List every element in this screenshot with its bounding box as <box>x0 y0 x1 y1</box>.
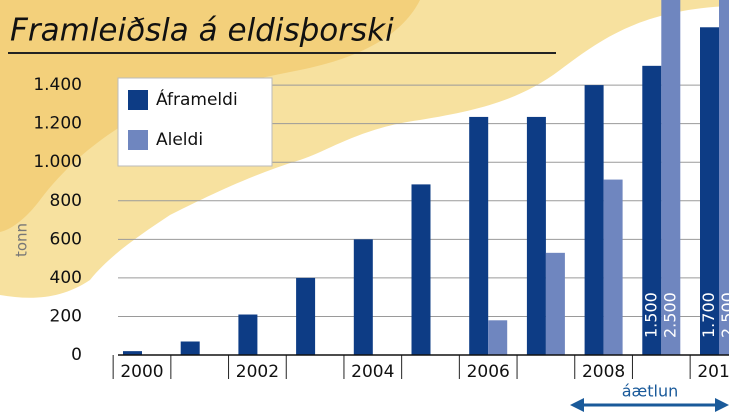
bar <box>238 315 257 355</box>
y-tick-label: 1.400 <box>33 75 82 95</box>
y-tick-label: 1.000 <box>33 152 82 172</box>
bar <box>604 180 623 355</box>
y-tick-label: 800 <box>50 191 82 211</box>
bar <box>181 342 200 355</box>
chart: Framleiðsla á eldisþorski tonn áætlun 0 2… <box>0 0 729 414</box>
y-axis-label: tonn <box>13 223 31 257</box>
y-tick-label: 1.200 <box>33 114 82 134</box>
x-tick-label: 2004 <box>351 362 394 382</box>
x-tick-label: 2010 <box>697 362 729 382</box>
y-tick-label: 400 <box>50 268 82 288</box>
value-label: 2.500 <box>660 292 679 338</box>
legend-label: Aleldi <box>156 130 203 150</box>
y-tick-label: 0 <box>71 345 82 365</box>
chart-title: Framleiðsla á eldisþorski <box>10 13 394 49</box>
bar <box>527 117 546 355</box>
bar <box>546 253 565 355</box>
legend-swatch <box>128 130 148 150</box>
bar <box>488 320 507 355</box>
value-label: 1.500 <box>641 292 660 338</box>
legend-swatch <box>128 90 148 110</box>
y-tick-label: 600 <box>50 229 82 249</box>
y-tick-label: 200 <box>50 306 82 326</box>
bar <box>585 85 604 355</box>
x-tick-label: 2002 <box>236 362 279 382</box>
bar <box>354 239 373 355</box>
legend-label: Áframeldi <box>156 88 238 110</box>
x-tick-label: 2006 <box>467 362 510 382</box>
bar <box>296 278 315 355</box>
bar <box>469 117 488 355</box>
annotation: áætlun <box>622 382 679 401</box>
value-label: 2.500 <box>718 292 729 338</box>
bar <box>412 184 431 355</box>
x-tick-label: 2000 <box>120 362 163 382</box>
x-tick-label: 2008 <box>582 362 625 382</box>
value-label: 1.700 <box>699 292 718 338</box>
